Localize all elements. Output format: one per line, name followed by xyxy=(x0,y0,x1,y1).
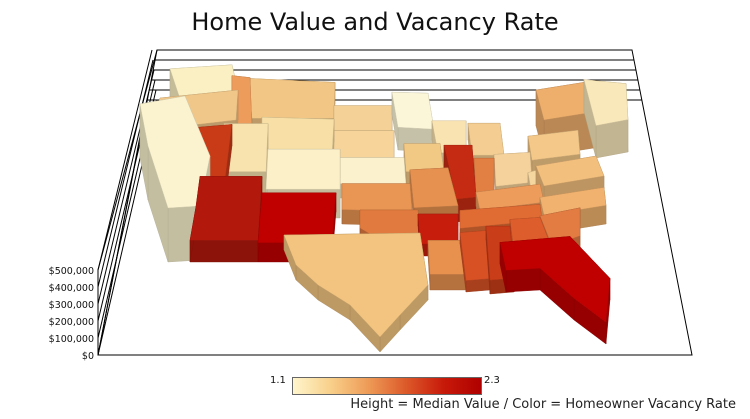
state-new-york xyxy=(535,81,595,157)
state-florida xyxy=(499,235,611,345)
legend-min-label: 1.1 xyxy=(270,375,286,386)
state-arizona xyxy=(189,176,263,263)
color-scale-legend xyxy=(292,377,482,395)
z-tick-3: $300,000 xyxy=(49,300,94,311)
state-top-face xyxy=(333,105,393,131)
state-top-face xyxy=(341,183,413,212)
state-top-face xyxy=(265,148,341,190)
state-side-wall xyxy=(189,240,259,263)
state-top-face xyxy=(417,213,459,245)
z-tick-0: $0 xyxy=(82,351,94,362)
z-tick-5: $500,000 xyxy=(49,266,94,277)
legend-max-label: 2.3 xyxy=(484,375,500,386)
footnote: Height = Median Value / Color = Homeowne… xyxy=(350,397,736,412)
state-side-wall xyxy=(595,119,629,159)
z-tick-2: $200,000 xyxy=(49,317,94,328)
state-top-face xyxy=(333,130,395,158)
state-new-england xyxy=(583,79,629,159)
state-top-face xyxy=(499,236,611,323)
state-texas xyxy=(283,232,429,353)
z-tick-4: $400,000 xyxy=(49,283,94,294)
state-top-face xyxy=(535,155,605,187)
state-top-face xyxy=(539,187,607,216)
state-side-wall xyxy=(505,268,541,293)
state-top-face xyxy=(247,78,336,119)
z-axis-ticks: $0 $100,000 $200,000 $300,000 $400,000 $… xyxy=(49,266,94,362)
state-top-face xyxy=(493,152,533,187)
state-top-face xyxy=(403,143,445,172)
state-top-face xyxy=(283,232,429,338)
state-top-face xyxy=(339,157,407,186)
state-top-face xyxy=(409,167,459,209)
state-top-face xyxy=(583,79,629,126)
state-top-face xyxy=(391,91,435,130)
state-top-face xyxy=(473,157,495,195)
state-top-face xyxy=(527,129,581,161)
state-side-wall xyxy=(465,278,491,293)
chart-title: Home Value and Vacancy Rate xyxy=(191,8,559,36)
state-top-face xyxy=(467,122,505,156)
state-prisms xyxy=(139,64,629,353)
state-top-face xyxy=(189,176,263,241)
state-minnesota xyxy=(391,91,435,153)
z-tick-1: $100,000 xyxy=(49,334,94,345)
state-nebraska xyxy=(339,157,407,201)
